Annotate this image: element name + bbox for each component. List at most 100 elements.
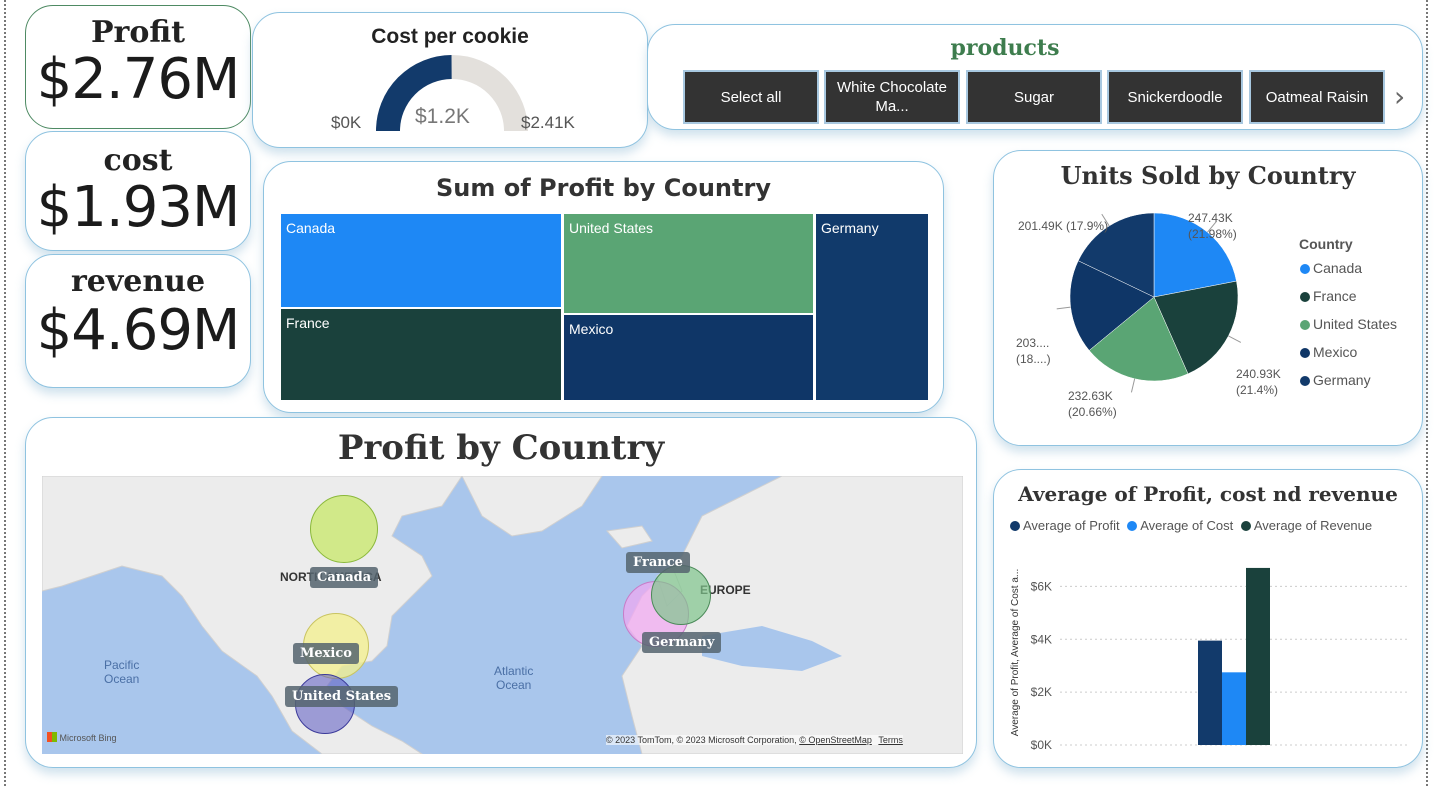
profit-kpi-title: Profit — [90, 15, 186, 50]
products-slicer-title: products — [950, 35, 1060, 61]
treemap-tile-label: Mexico — [569, 321, 614, 337]
bar-chart-title: Average of Profit, cost nd revenue — [1018, 482, 1398, 506]
legend-dot-icon — [1300, 376, 1310, 386]
bing-logo: Microsoft Bing — [47, 732, 117, 743]
pie-data-label: 232.63K — [1068, 389, 1113, 403]
treemap-tile-united-states[interactable]: United States — [563, 213, 814, 314]
pie-legend-item[interactable]: France — [1300, 288, 1357, 304]
map-label-mexico: Mexico — [293, 643, 359, 664]
legend-dot-icon — [1300, 264, 1310, 274]
treemap-title: Sum of Profit by Country — [436, 174, 771, 202]
pie-leader-line — [1101, 213, 1110, 227]
pie-legend-item[interactable]: United States — [1300, 316, 1397, 332]
pie-data-label: 203.... — [1016, 336, 1049, 350]
bar-y-tick-label: $4K — [1031, 632, 1052, 646]
pie-slice-mexico[interactable] — [1069, 260, 1155, 351]
revenue-kpi-value: $4.69M — [36, 298, 241, 363]
revenue-kpi-title: revenue — [70, 264, 206, 299]
map-label-united-states: United States — [285, 686, 399, 707]
pie-data-label: (21.4%) — [1236, 383, 1278, 397]
microsoft-logo-icon — [47, 732, 57, 742]
map-ocean-label-atlantic: Atlantic Ocean — [494, 664, 534, 692]
map-region-label-europe: EUROPE — [700, 583, 751, 597]
pie-legend-item[interactable]: Mexico — [1300, 344, 1357, 360]
cost-kpi-value: $1.93M — [36, 175, 241, 240]
right-dotted-border — [1426, 0, 1428, 786]
legend-label: Canada — [1313, 260, 1363, 276]
pie-leader-line — [1130, 378, 1136, 393]
bar-y-tick-label: $2K — [1031, 685, 1052, 699]
osm-link[interactable]: © OpenStreetMap — [799, 735, 872, 745]
treemap-tile-france[interactable]: France — [280, 308, 562, 401]
slicer-button-oatmeal-raisin[interactable]: Oatmeal Raisin — [1249, 70, 1385, 124]
pie-data-label: (18....) — [1016, 352, 1051, 366]
cost-per-cookie-gauge-card[interactable]: Cost per cookie $0K $1.2K $2.41K — [252, 12, 648, 148]
legend-dot-icon — [1010, 521, 1020, 531]
bar-legend-item[interactable]: Average of Revenue — [1240, 518, 1372, 533]
pie-slice-france[interactable] — [1153, 280, 1239, 375]
gauge-title: Cost per cookie — [371, 25, 529, 48]
terms-link[interactable]: Terms — [878, 735, 903, 745]
pie-legend-item[interactable]: Canada — [1300, 260, 1362, 276]
map-bubble-france[interactable] — [651, 565, 711, 625]
gauge-value-label: $1.2K — [415, 105, 470, 128]
bar-legend-item[interactable]: Average of Profit — [1010, 518, 1120, 533]
gauge-max-label: $2.41K — [521, 113, 575, 132]
slicer-button-select-all[interactable]: Select all — [683, 70, 819, 124]
map-title: Profit by Country — [337, 428, 665, 468]
treemap-tile-label: United States — [569, 220, 654, 236]
slicer-next-arrow-icon[interactable]: › — [1394, 80, 1406, 113]
map-ocean-label-pacific: Pacific Ocean — [104, 658, 140, 686]
treemap-tile-label: Canada — [286, 220, 336, 236]
cost-kpi-title: cost — [103, 143, 173, 178]
map-land-svg — [42, 476, 963, 754]
bar-chart-svg: $0K $2K $4K $6K Average of Profit, Average o… — [1010, 567, 1410, 752]
revenue-kpi-card[interactable]: revenue $4.69M — [25, 254, 251, 388]
slicer-button-sugar[interactable]: Sugar — [966, 70, 1102, 124]
bar-average-of-profit[interactable] — [1198, 640, 1222, 745]
pie-legend-title: Country — [1299, 236, 1353, 252]
pie-data-label: (20.66%) — [1068, 405, 1117, 419]
treemap-tile-mexico[interactable]: Mexico — [563, 314, 814, 401]
gauge-min-label: $0K — [331, 113, 362, 132]
slicer-button-white-chocolate[interactable]: White Chocolate Ma... — [824, 70, 960, 124]
left-dotted-border — [4, 0, 6, 786]
map-attribution: © 2023 TomTom, © 2023 Microsoft Corporat… — [606, 735, 903, 745]
gauge-fill — [376, 55, 453, 132]
pie-leader-line — [1056, 306, 1071, 310]
pie-slice-germany[interactable] — [1077, 212, 1155, 298]
profit-kpi-value: $2.76M — [36, 47, 241, 112]
pie-slice-canada[interactable] — [1153, 212, 1237, 298]
legend-dot-icon — [1127, 521, 1138, 531]
map-label-canada: Canada — [310, 567, 379, 588]
pie-leader-line — [1207, 221, 1217, 233]
pie-chart-title: Units Sold by Country — [1060, 161, 1356, 190]
cost-kpi-card[interactable]: cost $1.93M — [25, 131, 251, 251]
legend-dot-icon — [1300, 292, 1310, 302]
profit-kpi-card[interactable]: Profit $2.76M — [25, 5, 251, 129]
map-label-france: France — [626, 552, 690, 573]
bar-legend: Average of Profit Average of Cost Averag… — [1010, 518, 1372, 533]
legend-label: Germany — [1313, 372, 1371, 388]
pie-slice-united-states[interactable] — [1088, 296, 1189, 382]
slicer-button-snickerdoodle[interactable]: Snickerdoodle — [1107, 70, 1243, 124]
treemap-tile-germany[interactable]: Germany — [815, 213, 929, 401]
bar-legend-item[interactable]: Average of Cost — [1127, 518, 1233, 533]
legend-dot-icon — [1300, 320, 1310, 330]
pie-data-label: 201.49K (17.9%) — [1018, 219, 1108, 233]
gauge-svg — [376, 55, 528, 132]
pie-leader-line — [1228, 335, 1242, 343]
treemap-tile-canada[interactable]: Canada — [280, 213, 562, 308]
bar-y-tick-label: $0K — [1031, 738, 1052, 752]
bar-average-of-cost[interactable] — [1222, 672, 1246, 745]
map-bubble-canada[interactable] — [310, 495, 378, 563]
treemap-tile-label: Germany — [821, 220, 879, 236]
legend-label: France — [1313, 288, 1357, 304]
legend-label: Mexico — [1313, 344, 1358, 360]
pie-data-label: 240.93K — [1236, 367, 1281, 381]
bar-average-of-revenue[interactable] — [1246, 567, 1270, 745]
map-attribution-text: © 2023 TomTom, © 2023 Microsoft Corporat… — [606, 735, 797, 745]
pie-legend-item[interactable]: Germany — [1300, 372, 1371, 388]
treemap-tile-label: France — [286, 315, 330, 331]
